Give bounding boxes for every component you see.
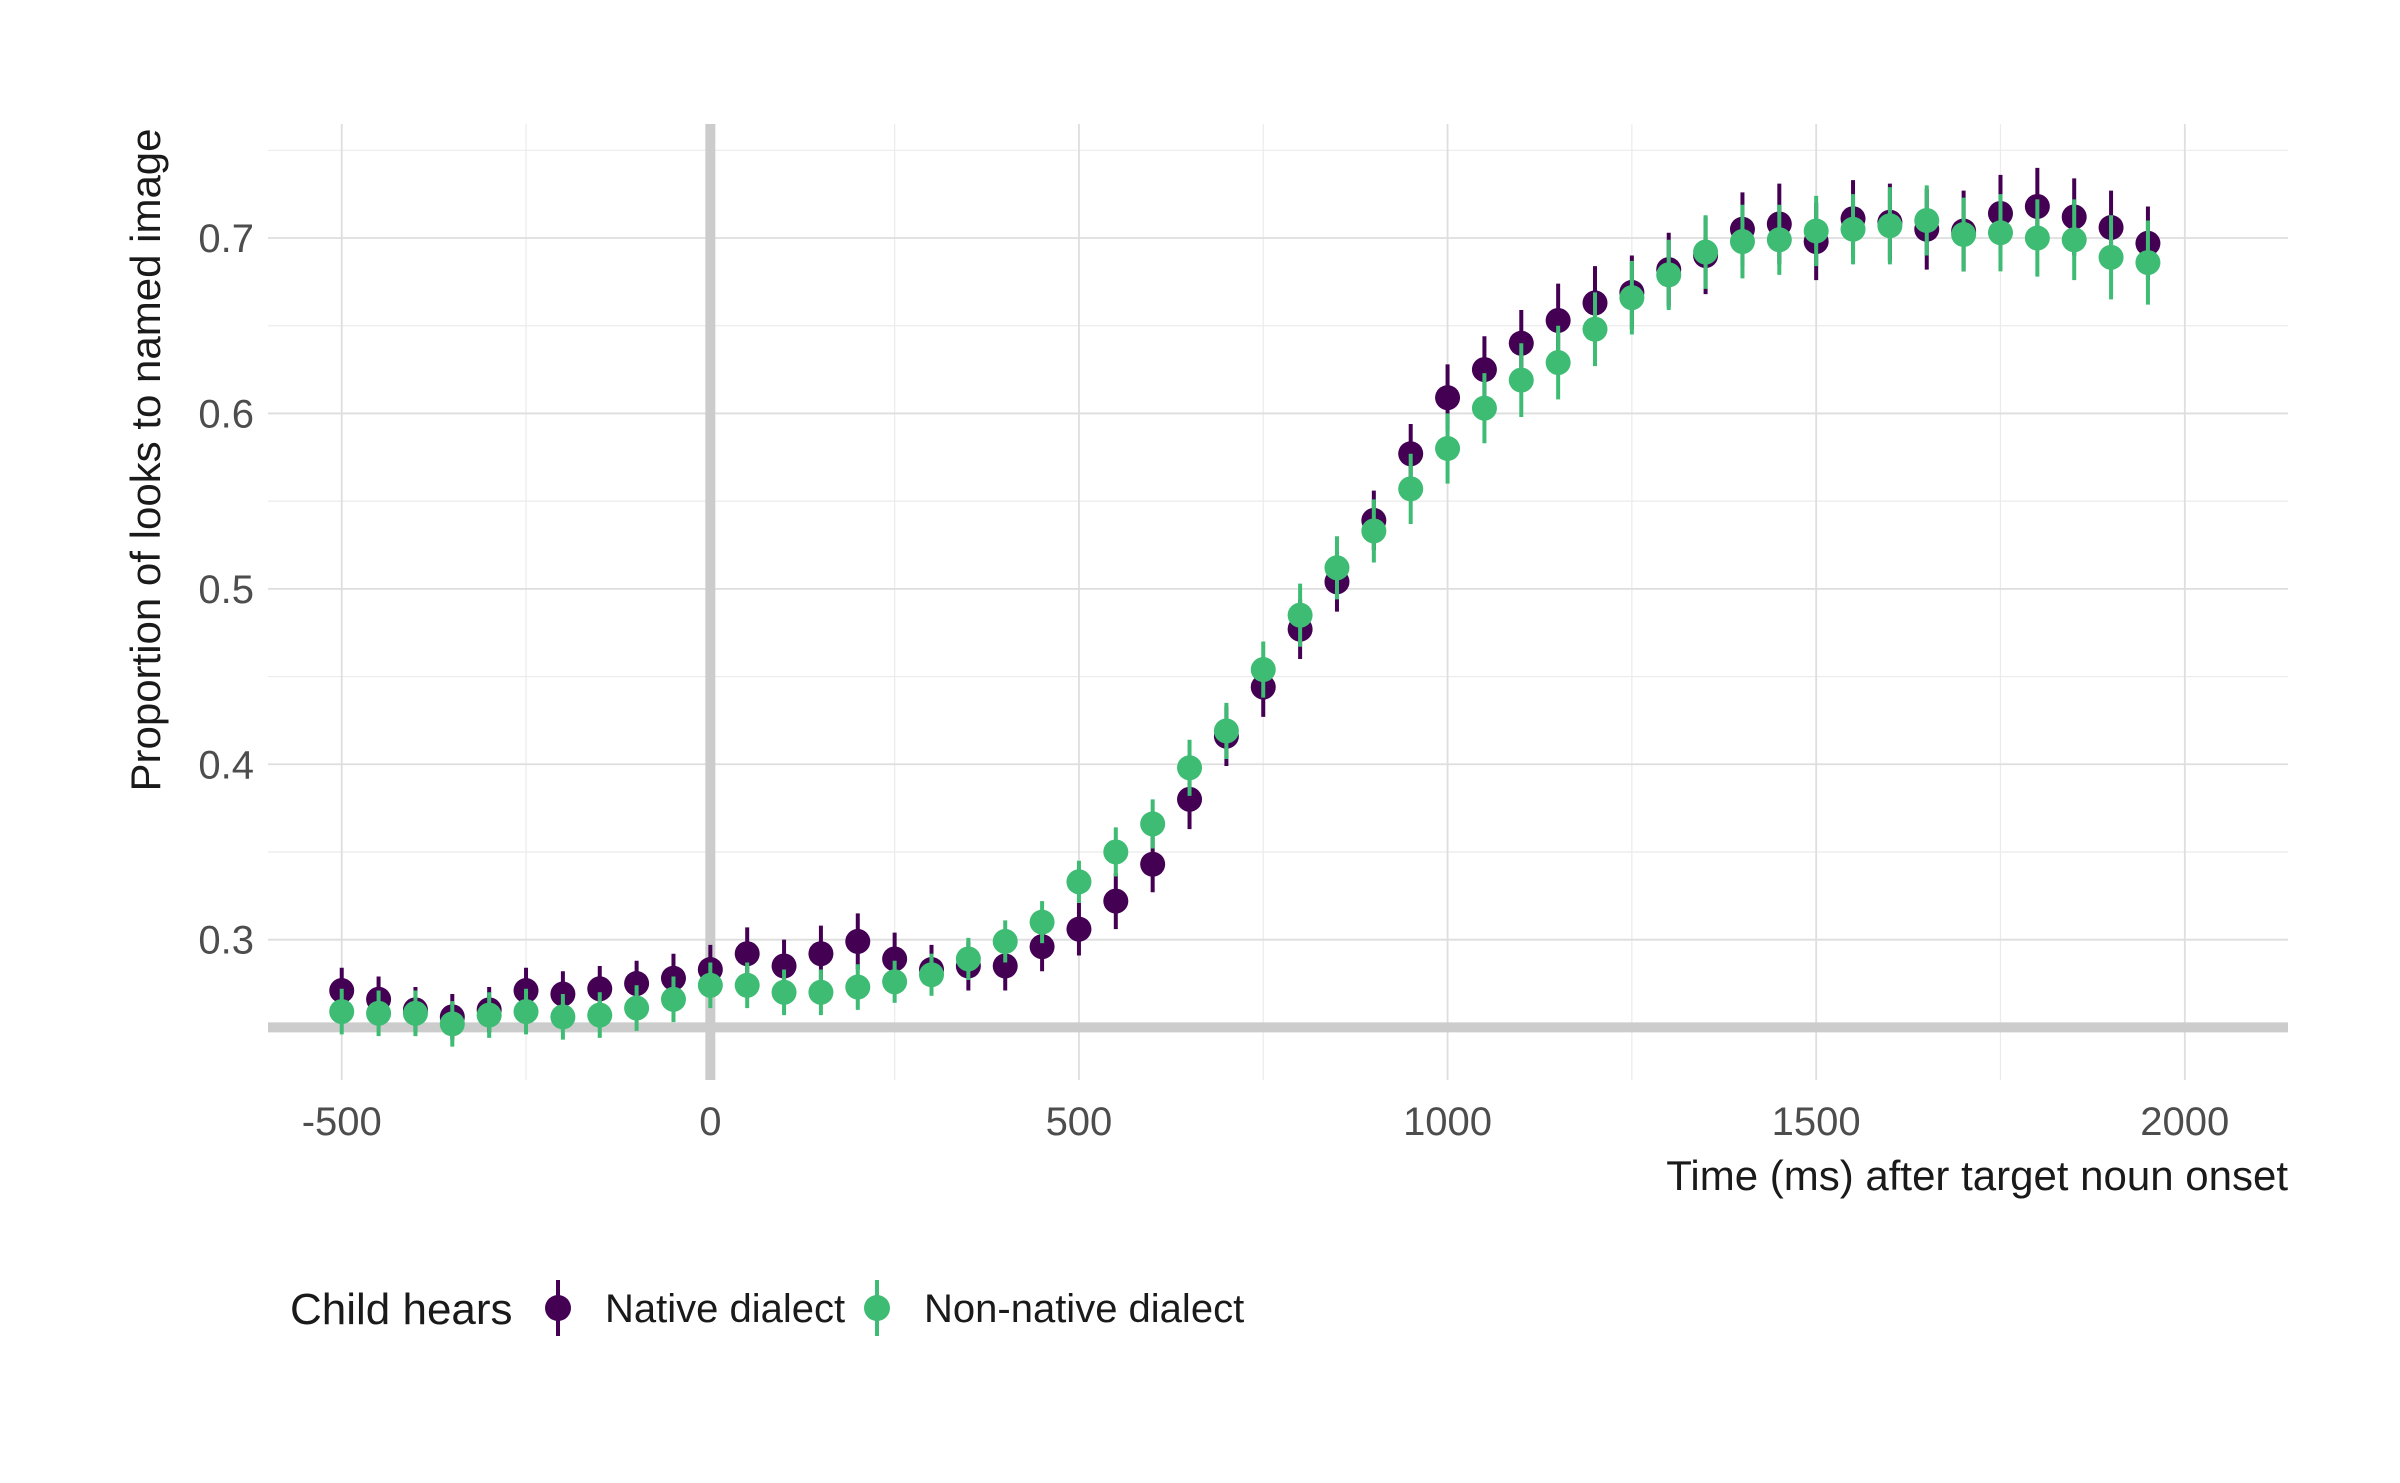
data-point	[1103, 839, 1129, 865]
y-tick-label: 0.7	[198, 217, 254, 261]
x-tick-label: 1500	[1772, 1100, 1861, 1144]
data-point	[1582, 316, 1608, 342]
data-point	[1471, 357, 1497, 383]
series-non-native-dialect	[329, 185, 2161, 1047]
data-point	[882, 946, 908, 972]
data-point	[1140, 811, 1166, 837]
legend-items: Native dialect Non-native dialect	[545, 1280, 1244, 1336]
data-point	[624, 971, 650, 997]
x-tick-label: 2000	[2140, 1100, 2229, 1144]
axis-labels: Proportion of looks to named image Time …	[122, 128, 2288, 1199]
reference-lines	[268, 124, 2288, 1080]
data-point	[439, 1011, 465, 1037]
data-point	[624, 995, 650, 1021]
data-point	[1140, 851, 1166, 877]
data-point	[734, 972, 760, 998]
data-point	[550, 1004, 576, 1030]
data-point	[1619, 285, 1645, 311]
data-point	[1066, 869, 1092, 895]
data-point	[476, 1002, 502, 1028]
data-point	[329, 999, 355, 1025]
legend-label: Native dialect	[605, 1287, 845, 1331]
data-point	[1029, 909, 1055, 935]
data-point	[1951, 222, 1977, 248]
x-tick-label: 500	[1046, 1100, 1113, 1144]
data-point	[845, 974, 871, 1000]
data-point	[1729, 229, 1755, 255]
data-point	[2135, 250, 2161, 276]
data-point	[1693, 239, 1719, 265]
data-point	[1656, 262, 1682, 288]
data-point	[808, 941, 834, 967]
y-tick-label: 0.6	[198, 392, 254, 436]
data-point	[1435, 436, 1461, 462]
y-tick-label: 0.5	[198, 568, 254, 612]
data-point	[587, 976, 613, 1002]
data-point	[2024, 225, 2050, 251]
data-point	[919, 962, 945, 988]
data-point	[587, 1002, 613, 1028]
data-point	[1177, 786, 1203, 812]
data-point	[955, 946, 981, 972]
legend-title: Child hears	[290, 1285, 513, 1334]
legend-key-point	[864, 1295, 890, 1321]
data-point	[660, 986, 686, 1012]
y-axis-title: Proportion of looks to named image	[122, 128, 169, 791]
data-point	[1435, 385, 1461, 411]
data-point	[697, 972, 723, 998]
data-point	[2061, 227, 2087, 253]
data-point	[771, 979, 797, 1005]
data-point	[1066, 916, 1092, 942]
data-point	[1545, 350, 1571, 376]
data-point	[1987, 220, 2013, 246]
data-point	[992, 928, 1018, 954]
data-point	[845, 928, 871, 954]
data-point	[513, 999, 539, 1025]
data-point	[1287, 602, 1313, 628]
data-point	[992, 953, 1018, 979]
data-point	[1877, 213, 1903, 239]
legend-item: Native dialect	[545, 1280, 845, 1336]
y-tick-label: 0.3	[198, 919, 254, 963]
data-point	[402, 1000, 428, 1026]
legend-key-point	[545, 1295, 571, 1321]
x-tick-label: -500	[302, 1100, 382, 1144]
data-point	[1803, 218, 1829, 244]
data-point	[1324, 555, 1350, 581]
legend-label: Non-native dialect	[924, 1287, 1244, 1331]
legend-item: Non-native dialect	[864, 1280, 1244, 1336]
data-point	[1840, 216, 1866, 242]
data-point	[734, 941, 760, 967]
y-tick-label: 0.4	[198, 743, 254, 787]
grid-layer	[268, 124, 2288, 1080]
data-point	[1471, 395, 1497, 421]
data-point	[2098, 244, 2124, 270]
x-tick-label: 1000	[1403, 1100, 1492, 1144]
series-native-dialect	[329, 167, 2161, 1040]
data-point	[1029, 934, 1055, 960]
data-point	[1398, 476, 1424, 502]
data-points	[329, 167, 2161, 1047]
x-axis-title: Time (ms) after target noun onset	[1666, 1152, 2288, 1199]
data-point	[366, 1000, 392, 1026]
data-point	[1213, 718, 1239, 744]
data-point	[808, 979, 834, 1005]
data-point	[882, 969, 908, 995]
data-point	[771, 953, 797, 979]
legend: Child hears Native dialect Non-native dia…	[290, 1280, 1244, 1336]
data-point	[1914, 207, 1940, 233]
data-point	[1361, 518, 1387, 544]
data-point	[1508, 367, 1534, 393]
data-point	[1103, 888, 1129, 914]
data-point	[1250, 657, 1276, 683]
data-point	[1177, 755, 1203, 781]
data-point	[1766, 227, 1792, 253]
x-tick-label: 0	[699, 1100, 721, 1144]
data-point	[1545, 307, 1571, 333]
